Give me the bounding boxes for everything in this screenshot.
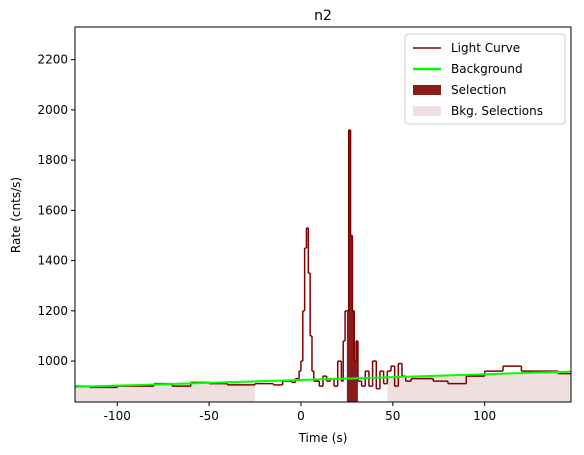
selection [346,129,358,402]
y-tick-label: 1400 [37,254,68,268]
legend-patch [413,85,441,95]
x-axis-label: Time (s) [298,431,348,445]
legend-patch [413,106,441,116]
y-tick-label: 1000 [37,354,68,368]
legend-label: Bkg. Selections [451,104,543,118]
chart-title: n2 [314,8,332,24]
y-tick-label: 2200 [37,53,68,67]
background-line [75,370,571,388]
legend-label: Background [451,62,523,76]
y-axis-label: Rate (cnts/s) [9,177,23,253]
legend-box [404,33,566,125]
legend-label: Selection [451,83,506,97]
y-tick-label: 2000 [37,103,68,117]
y-tick-label: 1200 [37,304,68,318]
x-tick-label: 100 [473,409,496,423]
y-tick-label: 1800 [37,153,68,167]
x-tick-label: 50 [385,409,400,423]
y-tick-label: 1600 [37,203,68,217]
x-tick-label: 0 [297,409,305,423]
x-tick-label: -50 [199,409,219,423]
plot-frame [74,26,572,403]
x-tick-label: -100 [104,409,131,423]
legend-label: Light Curve [451,41,520,55]
